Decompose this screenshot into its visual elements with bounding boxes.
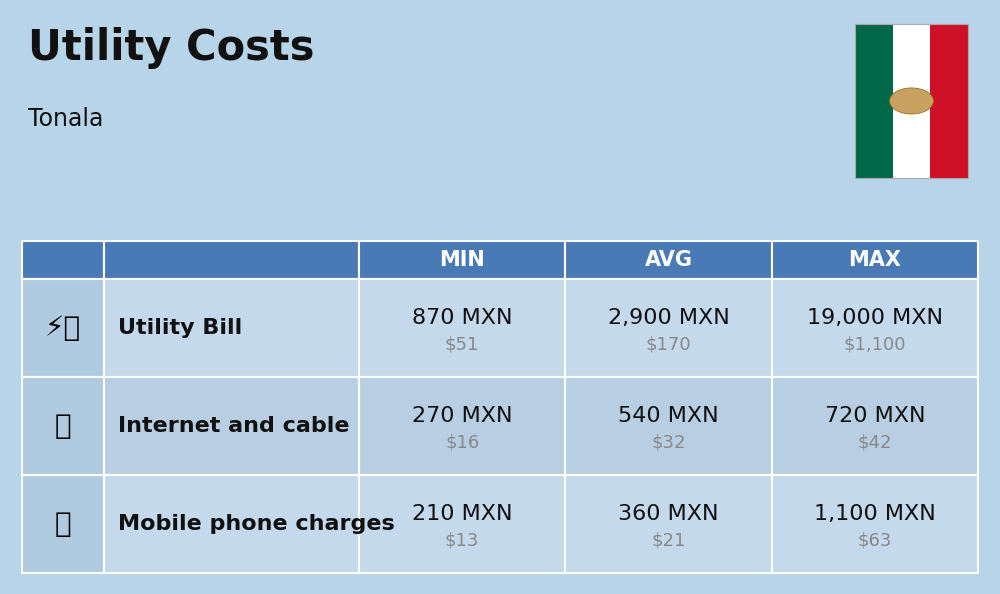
Text: Internet and cable: Internet and cable (118, 416, 350, 436)
Text: Utility Bill: Utility Bill (118, 318, 242, 338)
Bar (930, 24, 968, 178)
Text: 📱: 📱 (55, 510, 71, 538)
Bar (565, 377, 772, 475)
Bar (359, 241, 565, 279)
Bar (104, 241, 359, 279)
Bar (22, 279, 104, 377)
Bar (22, 475, 104, 573)
Bar (104, 377, 359, 475)
Bar (359, 475, 565, 573)
Bar (565, 241, 772, 279)
Text: 📡: 📡 (55, 412, 71, 440)
Text: 720 MXN: 720 MXN (825, 406, 925, 426)
Bar (855, 24, 893, 178)
Text: Utility Costs: Utility Costs (28, 27, 314, 69)
Text: $51: $51 (445, 336, 479, 353)
Bar (565, 279, 772, 377)
Bar (772, 475, 978, 573)
Text: 19,000 MXN: 19,000 MXN (807, 308, 943, 328)
Bar (22, 377, 104, 475)
Text: 1,100 MXN: 1,100 MXN (814, 504, 936, 525)
Text: $21: $21 (651, 532, 686, 550)
Text: $170: $170 (646, 336, 691, 353)
Text: ⚡🔌: ⚡🔌 (45, 314, 81, 342)
Text: $1,100: $1,100 (844, 336, 906, 353)
Bar (772, 279, 978, 377)
Text: $16: $16 (445, 434, 479, 451)
Bar (104, 475, 359, 573)
Bar (104, 279, 359, 377)
Text: MAX: MAX (848, 249, 901, 270)
Bar (565, 475, 772, 573)
Text: MIN: MIN (439, 249, 485, 270)
Text: $42: $42 (858, 434, 892, 451)
Text: Tonala: Tonala (28, 107, 103, 131)
Text: $32: $32 (651, 434, 686, 451)
Text: Mobile phone charges: Mobile phone charges (118, 514, 395, 534)
Bar (359, 377, 565, 475)
Text: 270 MXN: 270 MXN (412, 406, 512, 426)
Text: AVG: AVG (644, 249, 692, 270)
Text: $13: $13 (445, 532, 479, 550)
Text: 540 MXN: 540 MXN (618, 406, 719, 426)
Bar (359, 279, 565, 377)
Circle shape (890, 88, 934, 114)
Text: 870 MXN: 870 MXN (412, 308, 512, 328)
Bar (772, 377, 978, 475)
Text: $63: $63 (858, 532, 892, 550)
Text: 210 MXN: 210 MXN (412, 504, 512, 525)
Bar (772, 241, 978, 279)
Bar (855, 24, 968, 178)
Text: 360 MXN: 360 MXN (618, 504, 719, 525)
Bar (22, 241, 104, 279)
Bar (893, 24, 930, 178)
Text: 2,900 MXN: 2,900 MXN (608, 308, 729, 328)
